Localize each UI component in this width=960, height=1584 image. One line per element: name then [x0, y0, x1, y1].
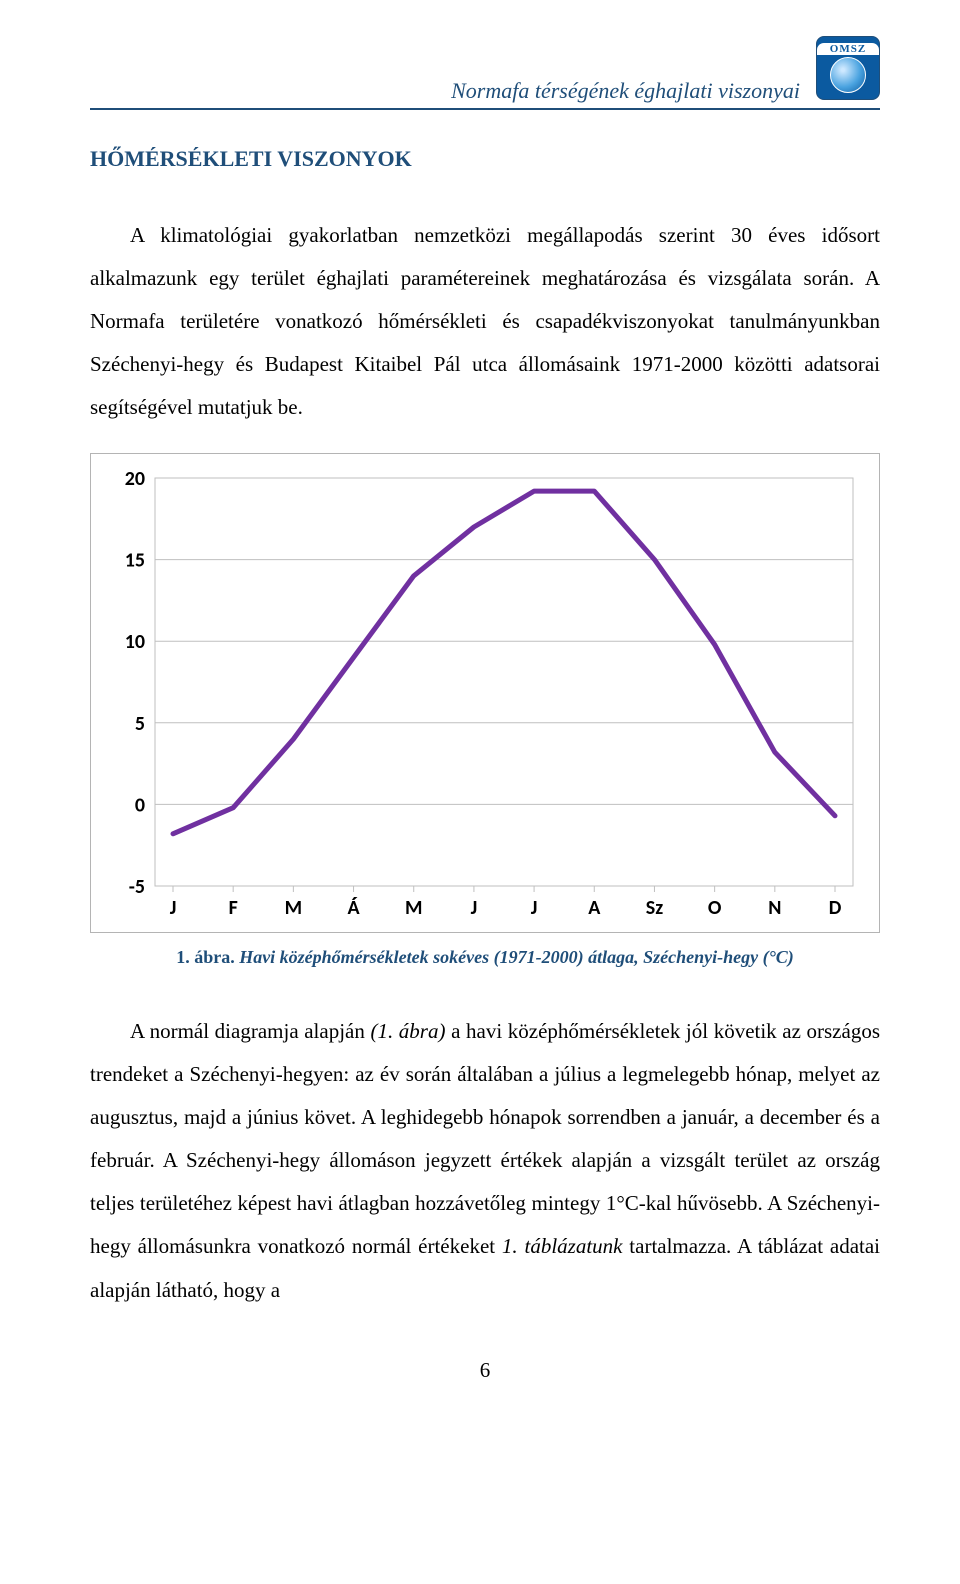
page-header: Normafa térségének éghajlati viszonyai O…: [90, 40, 880, 104]
p2-ref2: 1. táblázatunk: [502, 1234, 623, 1258]
svg-text:D: D: [829, 896, 842, 920]
p2-part1: a havi középhőmérsékletek jól követik az…: [90, 1019, 880, 1258]
section-title: HŐMÉRSÉKLETI VISZONYOK: [90, 146, 880, 172]
p2-part0: A normál diagramja alapján: [130, 1019, 370, 1043]
svg-text:Sz: Sz: [646, 896, 663, 920]
omsz-logo: OMSZ: [816, 36, 880, 100]
page-number: 6: [90, 1358, 880, 1383]
svg-text:A: A: [588, 896, 601, 920]
globe-icon: [830, 57, 866, 93]
svg-text:M: M: [285, 896, 302, 920]
svg-text:O: O: [708, 896, 722, 920]
svg-text:20: 20: [125, 467, 145, 491]
chart-svg: -5 0 5 10 15 20 J F M Á M J J A Sz O N D: [105, 464, 865, 924]
paragraph-2: A normál diagramja alapján (1. ábra) a h…: [90, 1010, 880, 1311]
svg-text:10: 10: [125, 630, 145, 654]
svg-text:15: 15: [125, 549, 145, 573]
paragraph-1-text: A klimatológiai gyakorlatban nemzetközi …: [90, 223, 880, 419]
svg-text:N: N: [768, 896, 781, 920]
caption-text: Havi középhőmérsékletek sokéves (1971-20…: [235, 947, 794, 967]
svg-text:J: J: [170, 896, 177, 920]
paragraph-1: A klimatológiai gyakorlatban nemzetközi …: [90, 214, 880, 429]
svg-text:J: J: [531, 896, 538, 920]
header-rule: [90, 108, 880, 110]
figure-caption: 1. ábra. Havi középhőmérsékletek sokéves…: [90, 947, 880, 968]
svg-text:M: M: [405, 896, 422, 920]
svg-text:-5: -5: [129, 875, 145, 899]
logo-text: OMSZ: [817, 43, 879, 55]
svg-text:F: F: [229, 896, 238, 920]
temperature-chart: -5 0 5 10 15 20 J F M Á M J J A Sz O N D: [90, 453, 880, 933]
svg-text:J: J: [471, 896, 478, 920]
p2-ref1: (1. ábra): [370, 1019, 445, 1043]
svg-text:0: 0: [135, 794, 145, 818]
svg-text:Á: Á: [347, 896, 360, 920]
caption-lead: 1. ábra.: [176, 947, 235, 967]
running-title: Normafa térségének éghajlati viszonyai: [90, 78, 808, 104]
svg-text:5: 5: [135, 712, 145, 736]
